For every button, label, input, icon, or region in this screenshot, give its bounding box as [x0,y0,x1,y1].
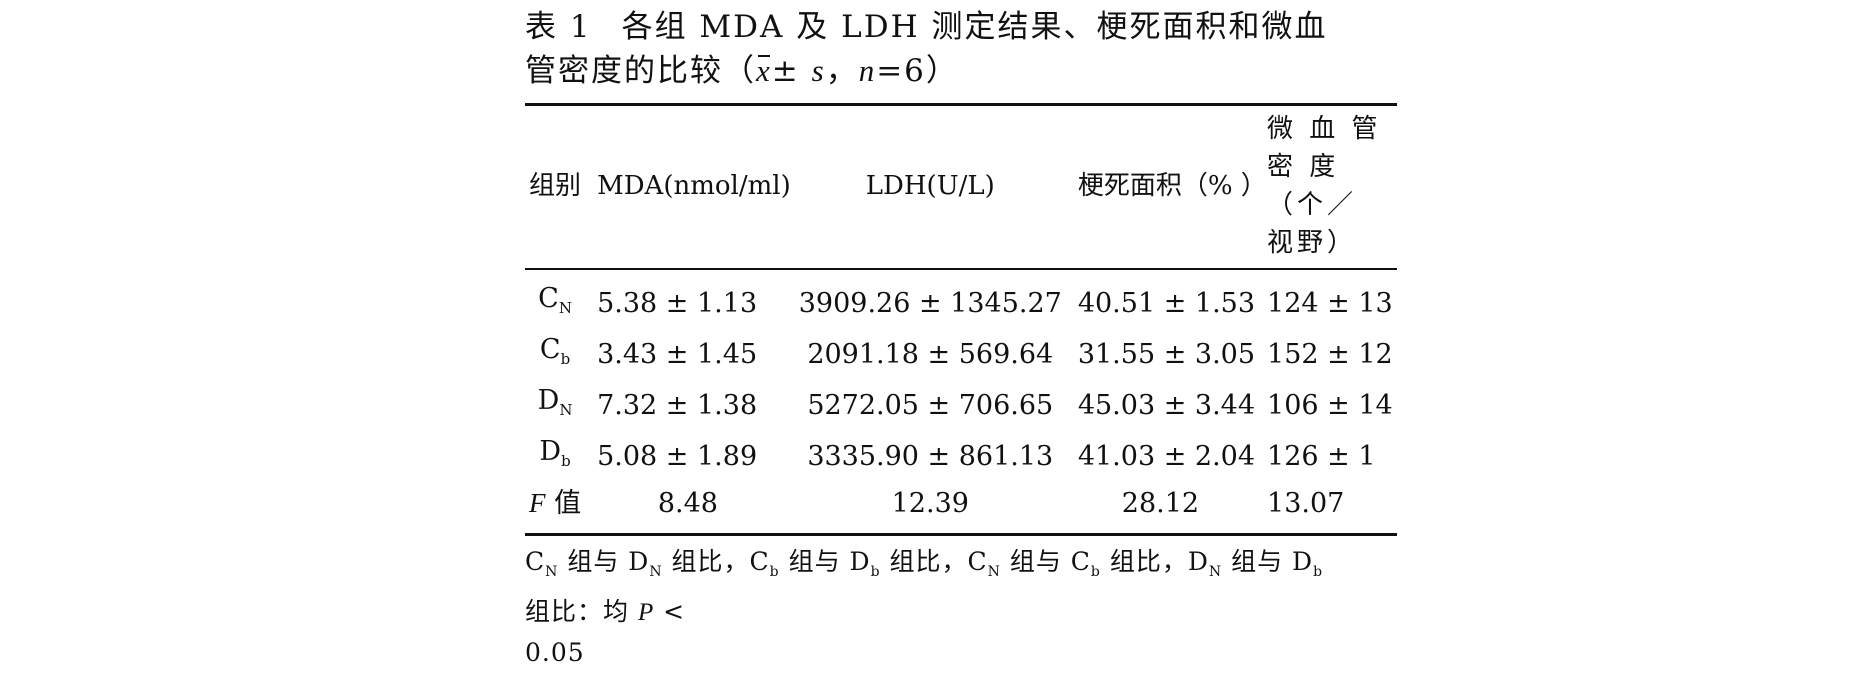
header-mda: MDA(nmol/ml) [585,104,795,270]
f-value-label: F 值 [525,482,585,535]
fn-text: C [525,547,546,576]
paren-open: （ [723,53,756,89]
n-value: =6 [876,53,926,89]
infarct-cell: 40.51 ± 1.53 [1077,287,1256,319]
group-cell: Cb [525,329,585,380]
table-figure: 表 1 各组 MDA 及 LDH 测定结果、梗死面积和微血管密度的比较（x± s，… [525,6,1397,673]
p-symbol: P [637,599,655,626]
mvd-cell: 124 ± 13 [1267,287,1393,319]
group-sub: b [560,350,571,368]
mda-cell: 5.08 ± 1.89 [597,440,758,472]
table-row: Db 5.08 ± 1.89 3335.90 ± 861.13 41.03 ± … [525,431,1397,482]
header-mvd: 微 血 管 密 度 （个／ 视野） [1259,104,1397,270]
group-main: D [537,385,560,416]
table-caption: 表 1 各组 MDA 及 LDH 测定结果、梗死面积和微血管密度的比较（x± s，… [525,6,1353,93]
fn-sub: N [545,564,559,580]
group-main: C [539,334,561,365]
comma: ， [825,53,859,89]
table-label: 表 1 [525,9,592,45]
fn-text: 组比，D [1100,547,1209,576]
n-symbol: n [858,53,877,88]
table-row: CN 5.38 ± 1.13 3909.26 ± 1345.27 40.51 ±… [525,269,1397,329]
mda-cell: 3.43 ± 1.45 [597,338,758,370]
group-main: C [538,283,559,314]
table-title: 各组 MDA 及 LDH 测定结果、梗死面积和微血管密度的比较 [525,9,1328,89]
group-sub: N [558,299,572,317]
group-cell: DN [525,380,585,431]
mvd-cell: 152 ± 12 [1267,338,1393,370]
f-symbol: F [529,488,546,518]
header-mvd-line1: 微 血 管 密 度 [1267,114,1382,182]
ldh-cell: 3909.26 ± 1345.27 [798,287,1062,319]
fn-sub: b [769,564,780,580]
mvd-cell: 126 ± 1 [1267,440,1376,472]
fn-text: 组与 D [1222,547,1314,576]
mvd-cell: 106 ± 14 [1267,389,1393,421]
fn-text: 组比：均 [525,597,638,626]
group-main: D [539,436,562,467]
mda-cell: 5.38 ± 1.13 [597,287,758,319]
fn-text: < [654,597,686,626]
fn-sub: b [870,564,881,580]
header-mvd-line2: （个／ 视野） [1267,190,1358,258]
fn-sub: b [1313,564,1324,580]
group-cell: CN [525,269,585,329]
sd-symbol: s [811,53,826,88]
header-row: 组别 MDA(nmol/ml) LDH(U/L) 梗死面积（% ） 微 血 管 … [525,104,1397,270]
table-footnote: CN 组与 DN 组比，Cb 组与 Db 组比，CN 组与 Cb 组比，DN 组… [525,542,1353,673]
infarct-cell: 31.55 ± 3.05 [1077,338,1256,370]
table-row: DN 7.32 ± 1.38 5272.05 ± 706.65 45.03 ± … [525,380,1397,431]
infarct-cell: 41.03 ± 2.04 [1077,440,1256,472]
group-cell: Db [525,431,585,482]
results-table: 组别 MDA(nmol/ml) LDH(U/L) 梗死面积（% ） 微 血 管 … [525,103,1397,536]
f-mvd: 13.07 [1267,487,1345,519]
f-ldh: 12.39 [891,487,969,519]
fn-sub: N [649,564,663,580]
header-group: 组别 [525,104,586,270]
ldh-cell: 3335.90 ± 861.13 [807,440,1054,472]
ldh-cell: 5272.05 ± 706.65 [807,389,1054,421]
header-ldh: LDH(U/L) [794,104,1066,270]
mean-symbol: x [756,53,772,88]
f-value-row: F 值 8.48 12.39 28.12 13.07 [525,482,1397,535]
f-infarct: 28.12 [1121,487,1200,519]
infarct-cell: 45.03 ± 3.44 [1077,389,1256,421]
fn-sub: N [987,564,1001,580]
table-row: Cb 3.43 ± 1.45 2091.18 ± 569.64 31.55 ± … [525,329,1397,380]
fn-text: 组与 D [558,547,650,576]
fn-text: 组与 C [1000,547,1091,576]
f-label-text: 值 [545,488,582,519]
paren-close: ） [925,53,959,89]
fn-sub: b [1090,564,1101,580]
plus-minus: ± [771,53,812,89]
header-infarct: 梗死面积（% ） [1065,104,1267,270]
f-mda: 8.48 [657,487,718,519]
fn-sub: N [1208,564,1223,580]
mda-cell: 7.32 ± 1.38 [597,389,758,421]
ldh-cell: 2091.18 ± 569.64 [807,338,1054,370]
fn-text: 组比，C [880,547,988,576]
fn-p-value: 0.05 [525,638,585,667]
fn-text: 组与 D [779,547,871,576]
group-sub: N [559,401,573,419]
group-sub: b [561,452,571,470]
fn-text: 组比，C [662,547,770,576]
